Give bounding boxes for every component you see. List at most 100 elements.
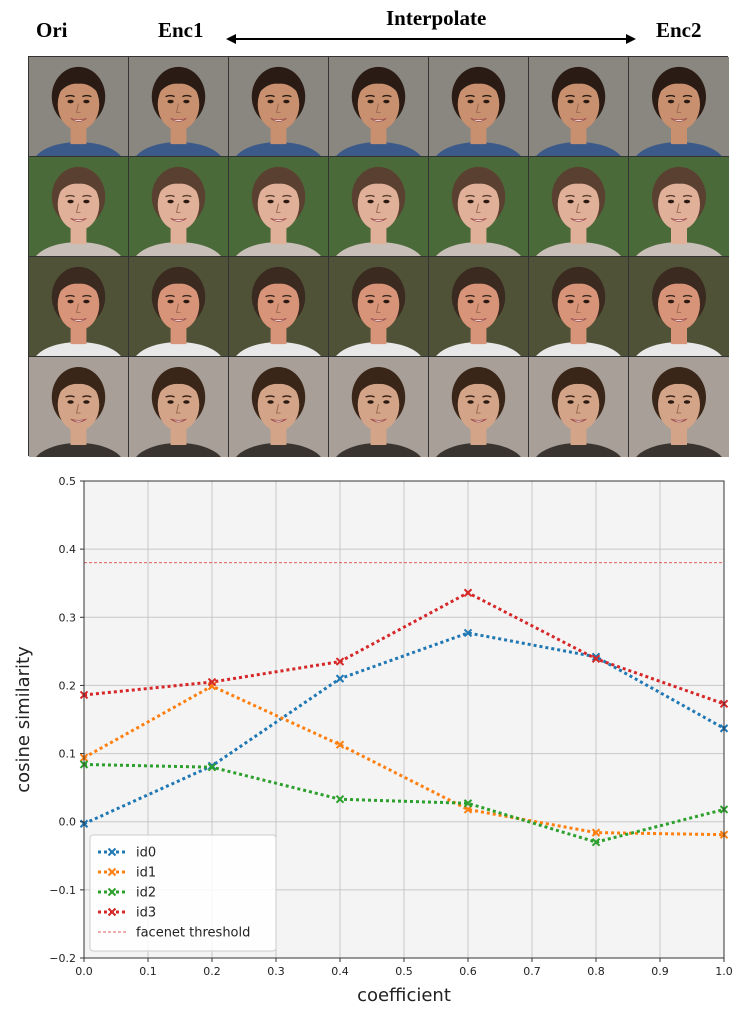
face-row-0-col-2: [229, 57, 329, 157]
face-row-1-col-6: [629, 157, 729, 257]
y-tick-label: 0.5: [59, 475, 77, 488]
face-row-2-col-5: [529, 257, 629, 357]
x-tick-label: 0.5: [395, 965, 413, 978]
face-row-1-col-4: [429, 157, 529, 257]
face-portrait: [29, 357, 128, 457]
x-tick-label: 0.6: [459, 965, 477, 978]
x-tick-label: 0.8: [587, 965, 605, 978]
face-row-0-col-0: [29, 57, 129, 157]
y-axis: −0.2 −0.1 0.0 0.1 0.2 0.3 0.4 0.5: [49, 475, 84, 965]
y-tick-label: 0.3: [59, 611, 77, 624]
legend-entry-threshold: facenet threshold: [98, 926, 250, 941]
face-portrait: [229, 257, 328, 356]
face-portrait: [329, 57, 428, 156]
face-portrait: [329, 157, 428, 256]
face-row-3-col-0: [29, 357, 129, 457]
face-row-2-col-1: [129, 257, 229, 357]
face-row-0-col-4: [429, 57, 529, 157]
point-id1: [591, 828, 601, 837]
interpolate-label: Interpolate: [386, 6, 487, 30]
face-row-0-col-5: [529, 57, 629, 157]
face-portrait: [329, 357, 428, 457]
face-row-3-col-2: [229, 357, 329, 457]
point-id1: [463, 805, 473, 814]
y-tick-label: 0.0: [59, 816, 77, 829]
face-row-0-col-1: [129, 57, 229, 157]
face-portrait: [429, 57, 528, 156]
point-id2: [335, 795, 345, 804]
point-id3: [335, 657, 345, 666]
point-id2: [463, 799, 473, 808]
y-axis-title: cosine similarity: [13, 646, 34, 793]
face-row-2-col-3: [329, 257, 429, 357]
face-portrait: [229, 357, 328, 457]
y-tick-label: 0.2: [59, 679, 77, 692]
legend-box: [89, 834, 277, 952]
legend: id0 id1 id2 id3 facenet threshold: [89, 834, 277, 952]
face-portrait: [429, 257, 528, 356]
y-tick-label: −0.1: [49, 884, 76, 897]
face-row-3-col-4: [429, 357, 529, 457]
point-id1: [335, 740, 345, 749]
legend-entry-id1: id1: [98, 866, 156, 881]
similarity-chart: 0.0 0.1 0.2 0.3 0.4 0.5 0.6 0.7 0.8 0.9 1.0 −0.2−0…: [13, 475, 733, 1006]
face-row-3-col-3: [329, 357, 429, 457]
point-id3: [591, 654, 601, 664]
legend-entry-id3: id3: [98, 906, 156, 921]
face-portrait: [629, 357, 729, 457]
face-row-1-col-3: [329, 157, 429, 257]
legend-label: id0: [136, 846, 156, 861]
face-portrait: [629, 157, 729, 256]
x-tick-label: 0.3: [267, 965, 285, 978]
x-tick-label: 1.0: [715, 965, 733, 978]
face-row-0-col-6: [629, 57, 729, 157]
face-portrait: [29, 157, 128, 256]
x-tick-label: 0.7: [523, 965, 541, 978]
x-tick-label: 0.2: [203, 965, 221, 978]
point-id0: [463, 628, 473, 638]
legend-label: id1: [136, 866, 156, 881]
face-row-0-col-3: [329, 57, 429, 157]
face-row-3-col-1: [129, 357, 229, 457]
point-id3: [463, 588, 473, 597]
interpolate-arrow: [226, 34, 636, 44]
column-label-enc2: Enc2: [656, 18, 702, 42]
series-line-id1: [83, 684, 725, 837]
face-row-3-col-6: [629, 357, 729, 457]
face-row-1-col-1: [129, 157, 229, 257]
face-row-2-col-0: [29, 257, 129, 357]
y-tick-label: 0.1: [59, 748, 77, 761]
face-row-1-col-0: [29, 157, 129, 257]
face-portrait: [229, 157, 328, 256]
point-id2: [207, 762, 217, 772]
face-row-3-col-5: [529, 357, 629, 457]
face-portrait: [629, 257, 729, 356]
face-row-1-col-5: [529, 157, 629, 257]
face-portrait: [129, 257, 228, 356]
face-portrait: [229, 57, 328, 156]
x-tick-label: 0.4: [331, 965, 349, 978]
series-line-id2: [83, 762, 725, 844]
point-id0: [335, 674, 345, 683]
face-row-2-col-2: [229, 257, 329, 357]
x-axis-title: coefficient: [357, 985, 451, 1006]
face-portrait: [129, 57, 228, 156]
x-axis: 0.0 0.1 0.2 0.3 0.4 0.5 0.6 0.7 0.8 0.9 1.0: [75, 958, 733, 978]
y-tick-label: −0.2: [49, 952, 76, 965]
face-portrait: [29, 57, 128, 156]
column-label-enc1: Enc1: [158, 18, 204, 42]
face-row-2-col-6: [629, 257, 729, 357]
legend-entry-id0: id0: [98, 846, 156, 861]
point-id3: [207, 677, 217, 687]
x-tick-label: 0.0: [75, 965, 93, 978]
face-portrait: [29, 257, 128, 356]
point-id2: [591, 837, 601, 847]
face-portrait: [329, 257, 428, 356]
legend-label: id2: [136, 886, 156, 901]
face-portrait: [429, 157, 528, 256]
face-portrait: [129, 157, 228, 256]
series-layer: [79, 588, 729, 847]
y-tick-label: 0.4: [59, 543, 77, 556]
face-portrait: [529, 57, 628, 156]
legend-entry-id2: id2: [98, 886, 156, 901]
